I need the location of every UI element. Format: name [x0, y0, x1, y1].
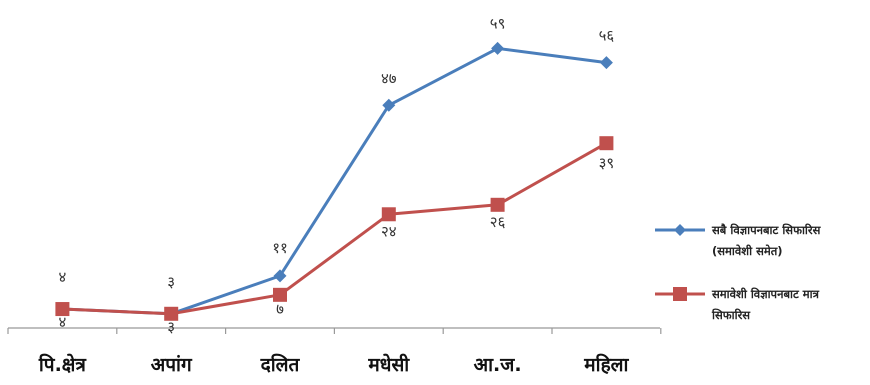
legend: सबै विज्ञापनबाट सिफारिस (समावेशी समेत) समा…: [655, 223, 822, 322]
series-line-1: [62, 46, 607, 316]
series-line-2: [62, 141, 608, 316]
data-label: ३: [167, 273, 175, 291]
data-label: ११: [272, 239, 288, 257]
data-point-diamond: [382, 98, 396, 112]
category-labels: पि.क्षेत्र अपांग दलित मधेसी आ.ज. महिला: [38, 353, 630, 376]
data-point-diamond: [273, 269, 287, 283]
data-label: ५६: [599, 27, 615, 45]
data-point-square: [490, 197, 505, 212]
data-point-diamond: [491, 41, 505, 55]
data-label: २६: [490, 213, 506, 231]
data-point-diamond: [599, 56, 613, 70]
data-label: ३: [167, 318, 175, 336]
legend-entry-text: सिफारिस: [711, 308, 751, 322]
data-point-square: [273, 287, 287, 302]
data-label: ४: [58, 268, 66, 286]
data-point-square: [55, 302, 70, 317]
data-label: ३९: [599, 154, 615, 172]
data-label: ४: [58, 313, 66, 331]
legend-marker-diamond: [674, 224, 686, 236]
data-label: ७: [276, 300, 284, 318]
data-point-square: [381, 207, 396, 222]
category-label: पि.क्षेत्र: [38, 353, 88, 376]
category-label: मधेसी: [367, 353, 410, 376]
series-lines: [62, 46, 608, 316]
x-axis-ticks: [7, 328, 662, 334]
series-markers: [55, 41, 614, 321]
category-label: महिला: [583, 353, 629, 376]
legend-entry-text: समावेशी विज्ञापनबाट मात्र: [711, 287, 820, 301]
data-label: ५९: [490, 14, 506, 32]
data-point-square: [599, 136, 614, 151]
legend-entry-text: (समावेशी समेत): [712, 244, 783, 258]
category-label: दलित: [260, 353, 301, 376]
legend-entry-text: सबै विज्ञापनबाट सिफारिस: [711, 223, 822, 237]
category-label: आ.ज.: [474, 354, 522, 376]
data-point-square: [164, 306, 179, 321]
category-label: अपांग: [151, 354, 193, 376]
data-labels: ४ ३ ११ ४७ ५९ ५६ ४ ३ ७ २४ २६ ३९: [58, 14, 614, 335]
legend-marker-square: [673, 287, 687, 301]
data-label: ४७: [381, 69, 397, 87]
data-label: २४: [381, 222, 397, 240]
